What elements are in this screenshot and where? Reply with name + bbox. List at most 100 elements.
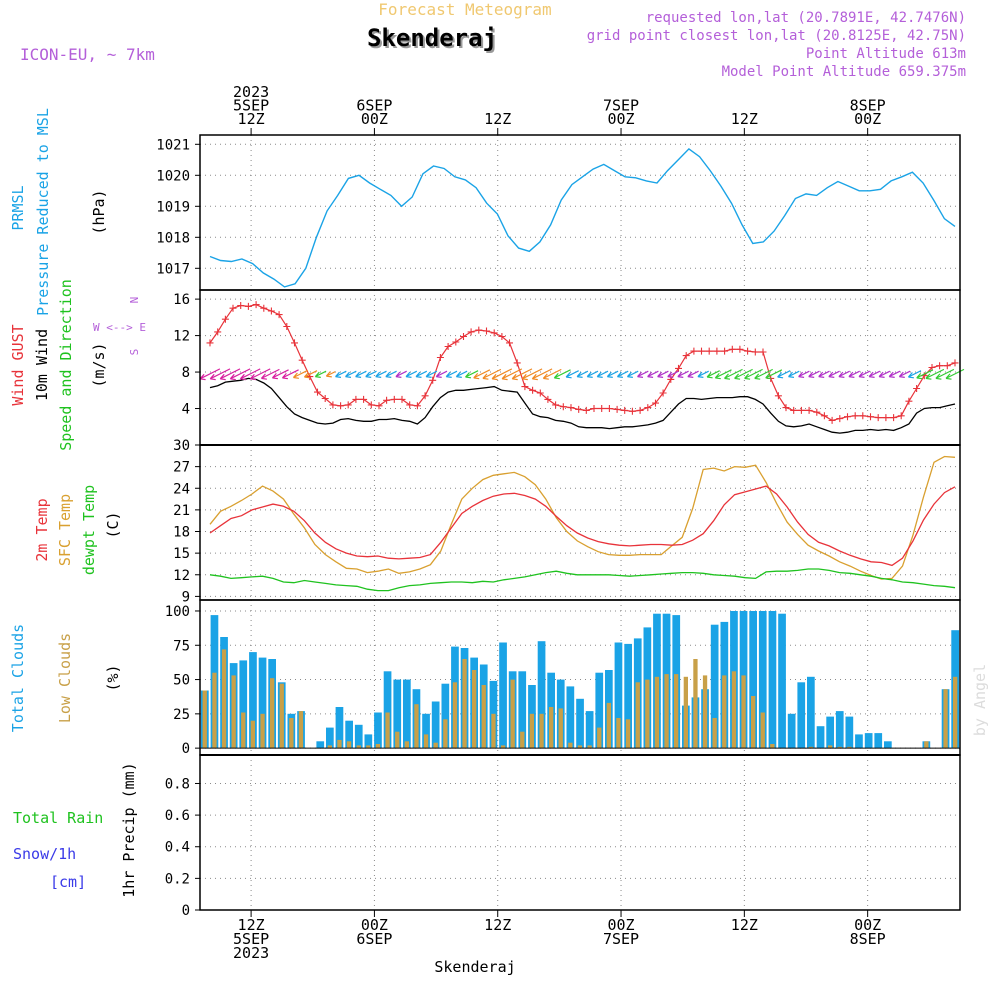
low-cloud-bar — [625, 719, 631, 749]
location-title: Skenderaj — [367, 24, 497, 52]
wind-gust-marker — [859, 412, 867, 420]
low-cloud-bar — [828, 745, 833, 749]
wind-direction-arrow — [788, 370, 800, 378]
total-cloud-bar — [595, 672, 604, 749]
low-cloud-bar — [683, 676, 688, 749]
wind-gust-marker — [936, 362, 944, 370]
low-cloud-bar — [270, 678, 275, 749]
wind-gust-marker — [436, 354, 444, 361]
total-cloud-bar — [768, 611, 777, 749]
wind-gust-marker — [698, 347, 705, 355]
wind-direction-arrow — [395, 370, 407, 378]
wind-gust-marker — [890, 414, 898, 422]
low-cloud-bar — [645, 679, 650, 749]
wind-gust-marker — [298, 356, 306, 364]
wind-gust-marker — [360, 395, 368, 403]
y-tick-label: 0 — [182, 741, 190, 757]
total-cloud-bar — [422, 713, 430, 749]
low-clouds-label: Low Clouds — [56, 633, 74, 723]
wind-gust-marker — [613, 405, 621, 413]
wind-direction-arrow — [858, 370, 871, 378]
low-cloud-bar — [356, 745, 361, 749]
low-cloud-bar — [674, 674, 679, 749]
wind-direction-arrow — [260, 368, 280, 380]
low-cloud-bar — [760, 712, 765, 749]
wind-direction-arrow — [744, 368, 763, 380]
wind-gust-marker — [836, 415, 844, 423]
y-tick-label: 15 — [173, 546, 190, 562]
wind-direction-arrow — [521, 368, 543, 381]
wind-direction-arrow — [385, 370, 397, 378]
wind-gust-marker — [444, 343, 452, 350]
wind-direction-arrow — [714, 369, 732, 380]
time-label-bottom: 12Z — [731, 916, 758, 934]
total-cloud-bar — [585, 711, 594, 749]
wind-direction-arrow — [491, 368, 513, 381]
app-title: Forecast Meteogram — [378, 0, 551, 19]
y-tick-label: 24 — [173, 481, 190, 497]
total-cloud-bar — [566, 686, 575, 749]
total-cloud-bar — [499, 642, 507, 749]
total-cloud-bar — [383, 671, 392, 749]
total-cloud-bar — [835, 711, 844, 749]
y-tick-label: 0.8 — [165, 776, 190, 792]
wind-direction-arrow — [435, 370, 448, 378]
wind-gust-marker — [421, 392, 429, 400]
low-cloud-bar — [443, 719, 448, 749]
low-cloud-bar — [616, 718, 621, 749]
wind-gust-marker — [552, 401, 560, 409]
low-cloud-bar — [664, 674, 669, 749]
low-cloud-bar — [808, 746, 813, 749]
y-tick-label: 4 — [182, 402, 190, 418]
wind-gust-marker — [314, 388, 321, 396]
wind-gust-marker — [605, 405, 613, 412]
time-label-bottom: 2023 — [233, 944, 269, 962]
wind-gust-marker — [321, 395, 329, 402]
low-cloud-bar — [385, 712, 390, 749]
wind-direction-arrow — [945, 368, 965, 380]
wind-direction-arrow — [375, 370, 387, 378]
wind-direction-arrow — [199, 368, 221, 381]
wind-gust-marker — [652, 399, 659, 407]
low-cloud-bar — [472, 670, 477, 749]
y-tick-label: 100 — [165, 604, 190, 620]
wind-gust-marker — [675, 364, 682, 372]
wind-gust-marker — [229, 304, 237, 312]
wind-gust-marker — [728, 345, 736, 353]
y-tick-label: 50 — [173, 673, 190, 689]
low-cloud-bar — [539, 713, 544, 749]
wind-gust-marker — [905, 397, 913, 405]
wind-direction-arrow — [828, 370, 840, 378]
wind-gust-marker — [867, 413, 874, 421]
y-tick-label: 1019 — [156, 199, 190, 215]
low-cloud-bar — [231, 675, 236, 749]
point-altitude: Point Altitude 613m — [806, 46, 966, 62]
wind-direction-arrow — [365, 370, 377, 378]
wind-gust-marker — [429, 376, 437, 384]
wind-direction-arrow — [878, 370, 891, 378]
low-cloud-bar — [452, 682, 458, 749]
y-tick-label: 1017 — [156, 261, 190, 277]
wind-direction-arrow — [531, 368, 553, 381]
low-cloud-bar — [953, 676, 958, 749]
wind-gust-marker — [897, 412, 905, 420]
y-tick-label: 9 — [182, 589, 190, 605]
wind-gust-marker — [713, 347, 721, 355]
time-label-top: 12Z — [238, 110, 265, 128]
low-cloud-bar — [702, 675, 708, 749]
total-cloud-bar — [354, 724, 363, 749]
total-cloud-bar — [807, 676, 815, 749]
wind-direction-arrow — [501, 368, 523, 381]
low-cloud-bar — [558, 708, 563, 749]
wind-direction-arrow — [565, 370, 579, 379]
compass-south: S — [128, 349, 141, 356]
wind-direction-arrow — [345, 370, 357, 378]
low-cloud-bar — [654, 676, 660, 749]
wind-gust-marker — [736, 345, 744, 353]
low-cloud-bar — [731, 671, 737, 749]
y-tick-label: 21 — [173, 503, 190, 519]
low-cloud-bar — [298, 711, 304, 749]
y-tick-label: 0.4 — [165, 840, 190, 856]
compass-north: N — [128, 297, 141, 304]
wind-gust-marker — [721, 347, 729, 355]
